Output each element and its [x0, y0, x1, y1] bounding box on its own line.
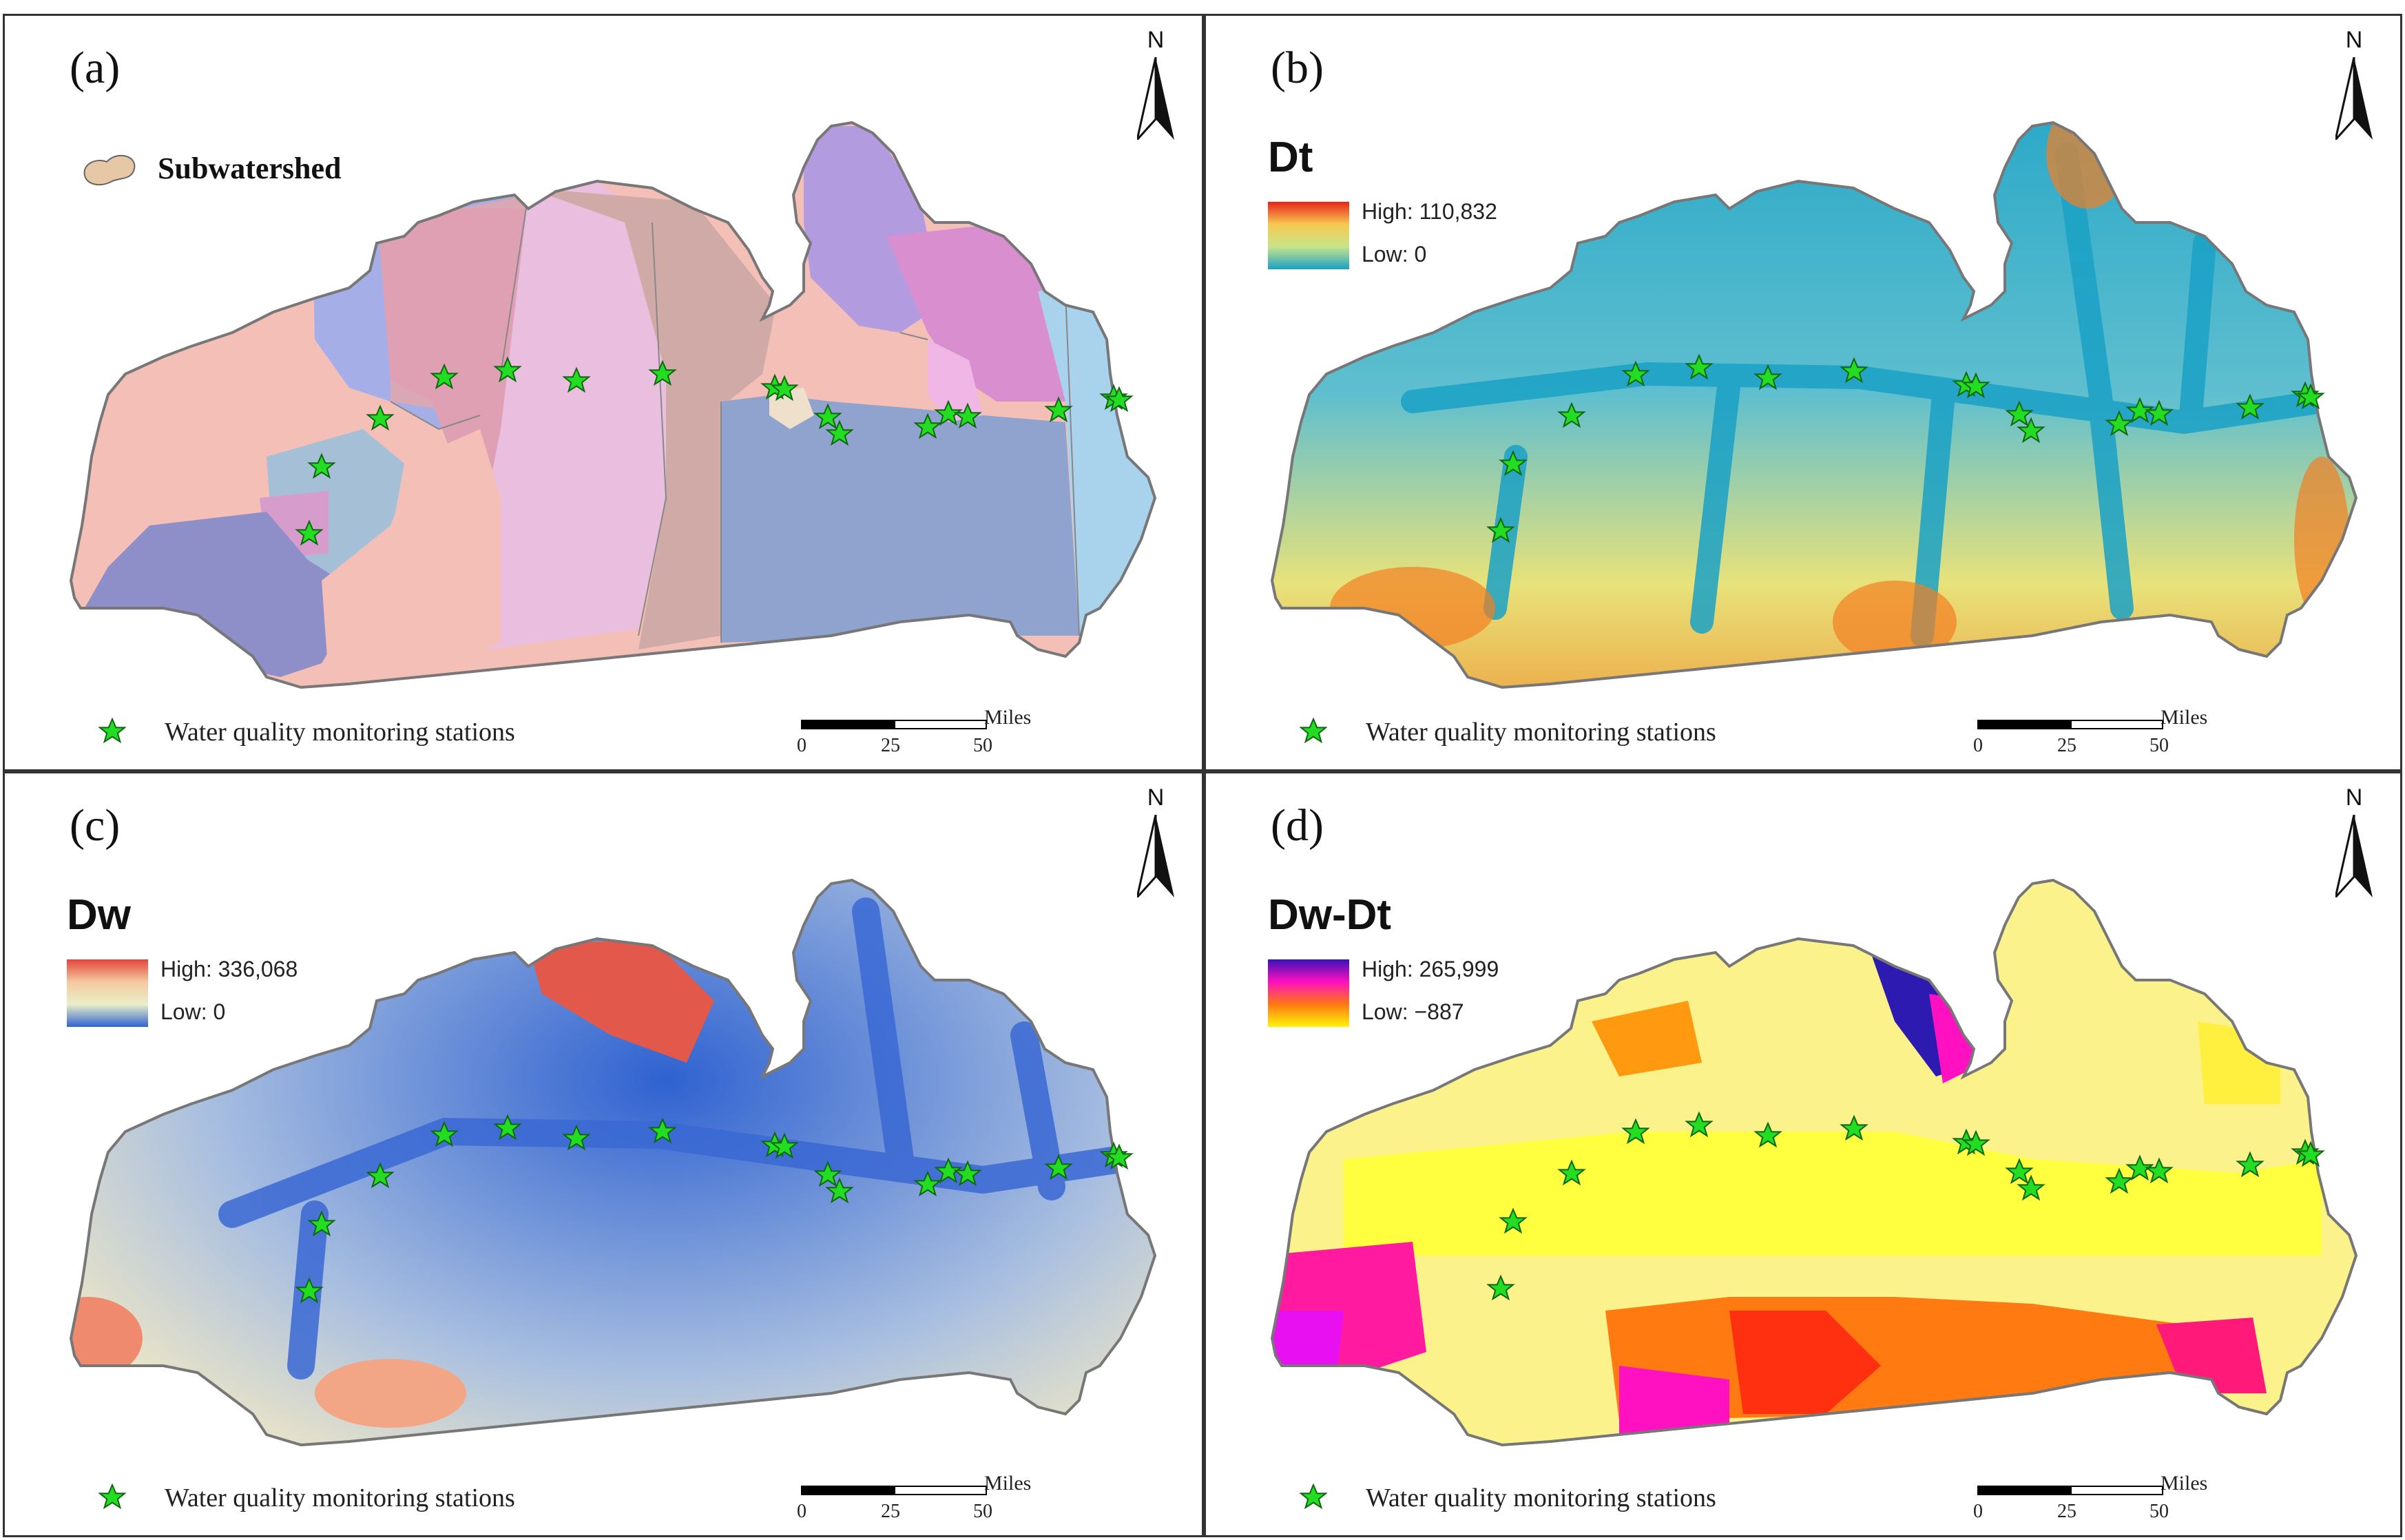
panel-d-dw-dt-map: (d) N Dw-Dt High: 265,999 Low: −887 Wate	[1204, 771, 2402, 1537]
north-label: N	[2345, 27, 2363, 53]
legend-title: Dt	[1268, 134, 1313, 181]
north-arrow-icon	[2335, 57, 2373, 140]
dw-raster-map	[70, 879, 1156, 1446]
panel-label: (c)	[70, 800, 121, 851]
north-arrow: N	[2323, 784, 2385, 902]
stations-legend-label: Water quality monitoring stations	[165, 1484, 515, 1512]
dw-dt-raster-map	[1271, 879, 2357, 1446]
green-star-icon	[1300, 718, 1326, 742]
legend-low-label: Low: 0	[160, 999, 226, 1024]
north-arrow-icon	[1137, 815, 1174, 897]
north-label: N	[1147, 784, 1165, 811]
subwatershed-legend-label: Subwatershed	[158, 152, 342, 185]
subwatershed-map	[70, 121, 1156, 689]
panel-label: (a)	[70, 43, 121, 93]
legend-high-label: High: 265,999	[1362, 957, 1499, 981]
north-label: N	[1147, 27, 1165, 53]
scale-bar: 0 25 50 Miles	[797, 1472, 1032, 1522]
stations-legend-label: Water quality monitoring stations	[1366, 1484, 1716, 1512]
color-ramp	[67, 959, 148, 1027]
legend-low-label: Low: 0	[1362, 242, 1427, 267]
panel-a-subwatershed-map: (a) N Subwatershed	[3, 14, 1204, 771]
dw-dt-legend: Dw-Dt High: 265,999 Low: −887	[1268, 891, 1612, 1056]
north-arrow: N	[2323, 27, 2385, 144]
subwatershed-swatch-icon	[83, 155, 136, 186]
scale-unit: Miles	[2161, 1472, 2208, 1495]
dt-legend: Dt High: 110,832 Low: 0	[1268, 133, 1612, 298]
dt-raster-map	[1271, 121, 2357, 689]
north-arrow: N	[1125, 27, 1187, 144]
north-arrow: N	[1125, 784, 1187, 902]
north-arrow-icon	[1137, 57, 1174, 140]
stations-legend-label: Water quality monitoring stations	[165, 718, 515, 747]
legend-low-label: Low: −887	[1362, 999, 1464, 1024]
green-star-icon	[1300, 1484, 1326, 1508]
legend-title: Dw	[67, 891, 131, 939]
scale-unit: Miles	[2161, 706, 2208, 729]
panel-label: (d)	[1271, 800, 1324, 851]
scale-bar: 0 25 50 Miles	[1973, 1472, 2208, 1522]
panel-b-dt-map: (b) N Dt High: 110,832 Low: 0 Water qual…	[1204, 14, 2402, 771]
green-star-icon	[99, 1484, 125, 1508]
scale-bar: 0 25 50 Miles	[797, 706, 1032, 756]
stations-legend-label: Water quality monitoring stations	[1366, 718, 1716, 747]
panel-c-dw-map: (c) N Dw High: 336,068 Low: 0 Water qual…	[3, 771, 1204, 1537]
legend-title: Dw-Dt	[1268, 891, 1392, 939]
color-ramp	[1268, 202, 1349, 269]
color-ramp	[1268, 959, 1349, 1027]
scale-bar: 0 25 50 Miles	[1973, 706, 2208, 756]
north-arrow-icon	[2335, 815, 2373, 897]
scale-unit: Miles	[984, 706, 1032, 729]
dw-legend: Dw High: 336,068 Low: 0	[67, 891, 411, 1056]
legend-high-label: High: 110,832	[1362, 199, 1497, 224]
legend-high-label: High: 336,068	[160, 957, 298, 981]
scale-unit: Miles	[984, 1472, 1032, 1495]
panel-label: (b)	[1271, 43, 1324, 93]
green-star-icon	[99, 718, 125, 742]
north-label: N	[2345, 784, 2363, 811]
